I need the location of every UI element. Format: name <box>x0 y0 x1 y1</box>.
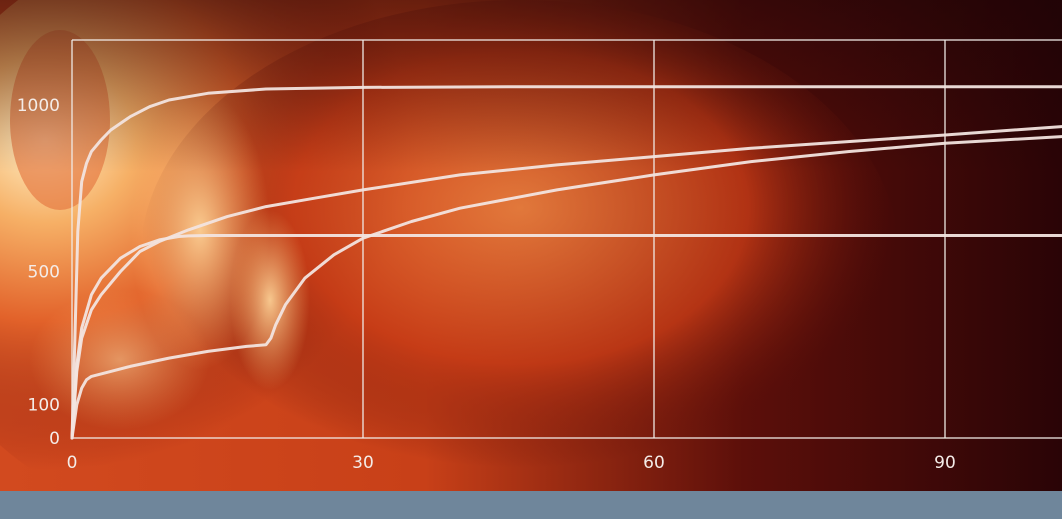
series-line-4 <box>70 135 1062 440</box>
y-tick-label-500: 500 <box>28 263 60 283</box>
y-axis-tick-labels: 0 100 500 1000 <box>17 96 60 449</box>
x-tick-label-90: 90 <box>934 453 956 473</box>
footer-bar <box>0 491 1062 519</box>
y-tick-label-0: 0 <box>49 429 60 449</box>
fire-background <box>0 0 1062 491</box>
series-lines <box>70 85 1062 440</box>
x-tick-label-30: 30 <box>352 453 374 473</box>
y-tick-label-1000: 1000 <box>17 96 60 116</box>
chart-svg: 0 100 500 1000 0 30 60 90 <box>0 0 1062 491</box>
y-tick-label-100: 100 <box>28 396 60 416</box>
series-line-3 <box>70 234 1062 440</box>
x-tick-label-0: 0 <box>67 453 78 473</box>
series-line-2 <box>70 125 1062 440</box>
x-tick-label-60: 60 <box>643 453 665 473</box>
x-axis-tick-labels: 0 30 60 90 <box>67 453 956 473</box>
series-line-1 <box>70 85 1062 440</box>
